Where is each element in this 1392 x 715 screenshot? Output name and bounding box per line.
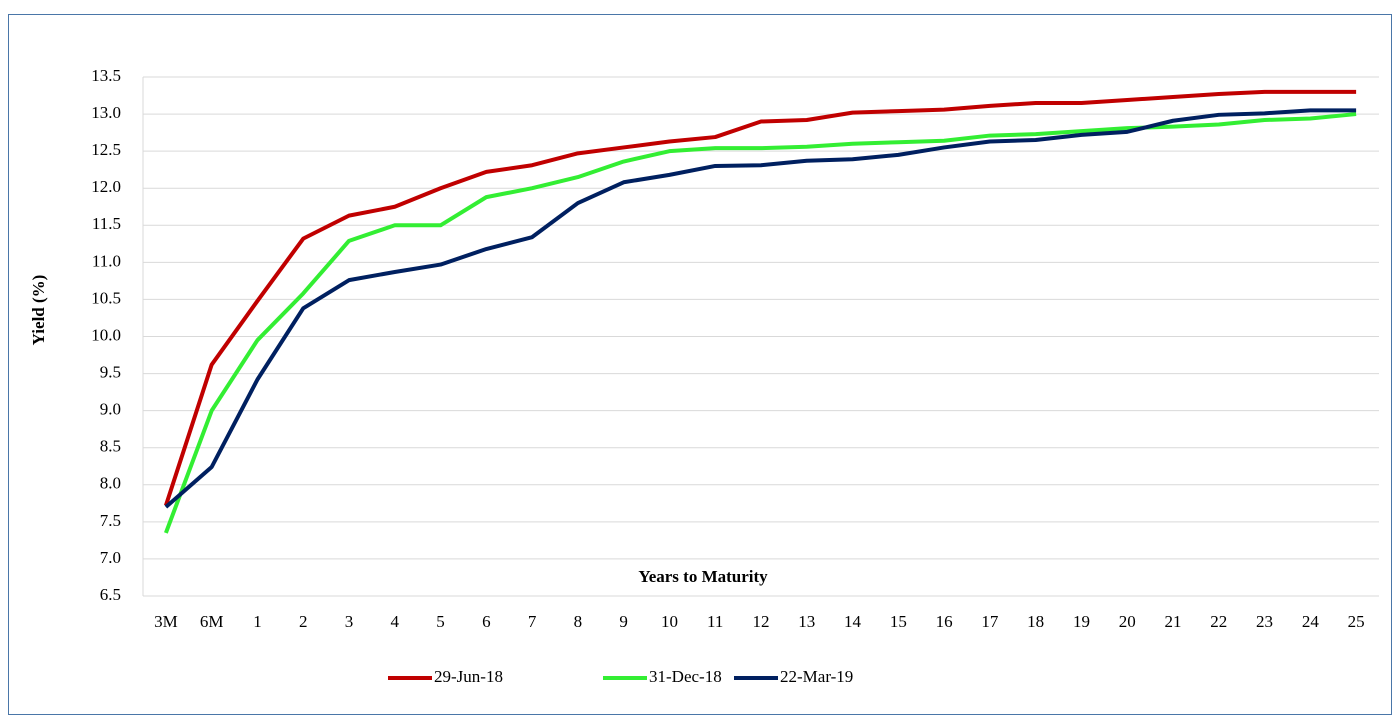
- y-tick-label: 13.0: [91, 103, 121, 122]
- y-tick-label: 11.5: [92, 214, 121, 233]
- legend-label: 29-Jun-18: [434, 667, 503, 686]
- x-tick-label: 18: [1027, 612, 1044, 631]
- x-tick-label: 8: [574, 612, 583, 631]
- x-tick-label: 16: [936, 612, 953, 631]
- y-tick-label: 12.0: [91, 177, 121, 196]
- chart-frame: [8, 14, 1392, 715]
- x-tick-label: 10: [661, 612, 678, 631]
- x-tick-label: 2: [299, 612, 308, 631]
- x-tick-label: 6M: [200, 612, 224, 631]
- x-tick-label: 5: [436, 612, 445, 631]
- x-tick-label: 13: [798, 612, 815, 631]
- x-tick-label: 15: [890, 612, 907, 631]
- x-tick-label: 1: [253, 612, 262, 631]
- x-tick-label: 14: [844, 612, 862, 631]
- x-tick-label: 3M: [154, 612, 178, 631]
- x-tick-label: 25: [1348, 612, 1365, 631]
- legend-label: 22-Mar-19: [780, 667, 853, 686]
- y-tick-label: 7.5: [100, 511, 121, 530]
- x-tick-label: 9: [619, 612, 628, 631]
- x-tick-label: 22: [1210, 612, 1227, 631]
- x-axis-label: Years to Maturity: [638, 567, 768, 586]
- x-tick-label: 7: [528, 612, 537, 631]
- x-tick-label: 4: [391, 612, 400, 631]
- x-tick-label: 19: [1073, 612, 1090, 631]
- y-tick-label: 8.5: [100, 437, 121, 456]
- legend-label: 31-Dec-18: [649, 667, 722, 686]
- y-axis-label: Yield (%): [29, 275, 48, 346]
- y-tick-label: 10.0: [91, 325, 121, 344]
- y-tick-label: 12.5: [91, 140, 121, 159]
- series-line: [164, 112, 1357, 534]
- y-tick-label: 9.0: [100, 400, 121, 419]
- y-tick-label: 6.5: [100, 585, 121, 604]
- y-tick-label: 8.0: [100, 474, 121, 493]
- x-tick-label: 20: [1119, 612, 1136, 631]
- x-tick-label: 6: [482, 612, 491, 631]
- x-tick-label: 12: [753, 612, 770, 631]
- y-tick-label: 11.0: [92, 251, 121, 270]
- y-tick-label: 7.0: [100, 548, 121, 567]
- series-line: [163, 89, 1357, 507]
- x-tick-label: 11: [707, 612, 723, 631]
- y-tick-label: 9.5: [100, 362, 121, 381]
- x-tick-label: 21: [1165, 612, 1182, 631]
- x-tick-label: 24: [1302, 612, 1320, 631]
- x-tick-label: 23: [1256, 612, 1273, 631]
- series-line: [164, 108, 1357, 509]
- x-tick-label: 17: [981, 612, 999, 631]
- y-tick-label: 10.5: [91, 288, 121, 307]
- x-tick-label: 3: [345, 612, 354, 631]
- y-tick-label: 13.5: [91, 66, 121, 85]
